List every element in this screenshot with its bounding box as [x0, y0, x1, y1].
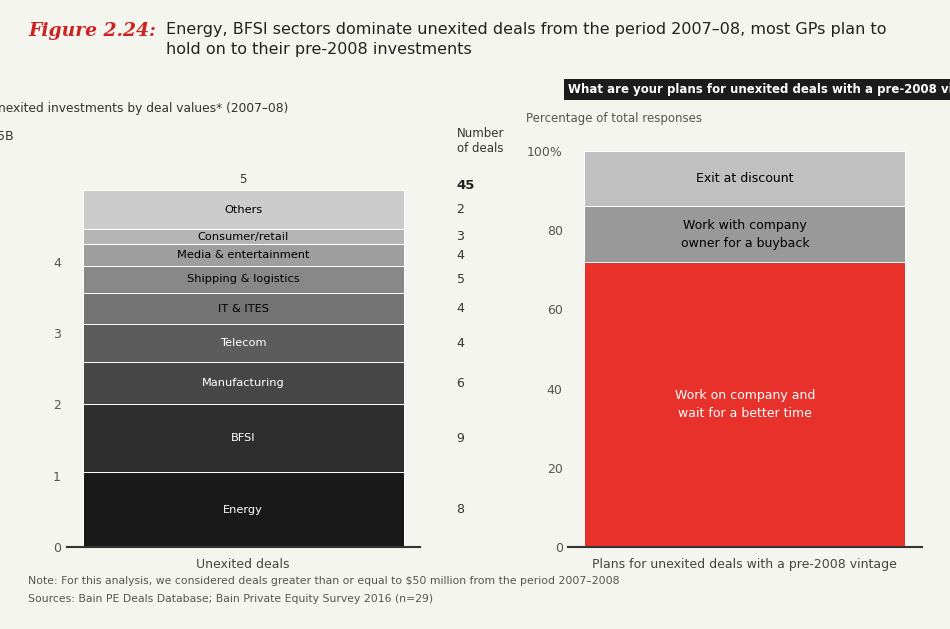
- Bar: [83, 293, 404, 325]
- Text: Shipping & logistics: Shipping & logistics: [187, 274, 299, 284]
- Text: Note: For this analysis, we considered deals greater than or equal to $50 millio: Note: For this analysis, we considered d…: [28, 576, 620, 586]
- Text: 2: 2: [457, 203, 465, 216]
- Text: What are your plans for unexited deals with a pre-2008 vintage?: What are your plans for unexited deals w…: [568, 83, 950, 96]
- Text: $5B: $5B: [0, 130, 13, 143]
- Text: 4: 4: [457, 303, 465, 315]
- Text: Percentage of total responses: Percentage of total responses: [525, 112, 702, 125]
- Text: 8: 8: [457, 503, 465, 516]
- Bar: [83, 362, 404, 404]
- Text: Unexited investments by deal values* (2007–08): Unexited investments by deal values* (20…: [0, 103, 288, 115]
- Text: Manufacturing: Manufacturing: [201, 378, 285, 388]
- Text: Telecom: Telecom: [219, 338, 266, 348]
- Bar: [584, 262, 905, 547]
- Bar: [83, 325, 404, 362]
- Text: Media & entertainment: Media & entertainment: [177, 250, 310, 260]
- Text: Number
of deals: Number of deals: [457, 128, 504, 155]
- Bar: [584, 151, 905, 206]
- X-axis label: Unexited deals: Unexited deals: [197, 559, 290, 571]
- Bar: [83, 266, 404, 293]
- Text: 9: 9: [457, 432, 465, 445]
- Bar: [584, 206, 905, 262]
- Bar: [83, 190, 404, 229]
- Text: Figure 2.24:: Figure 2.24:: [28, 22, 157, 40]
- Text: BFSI: BFSI: [231, 433, 256, 443]
- Text: Energy, BFSI sectors dominate unexited deals from the period 2007–08, most GPs p: Energy, BFSI sectors dominate unexited d…: [166, 22, 886, 57]
- Text: 6: 6: [457, 377, 465, 389]
- Bar: [83, 229, 404, 245]
- Text: 5: 5: [239, 173, 247, 186]
- Text: 45: 45: [457, 179, 475, 192]
- Text: Work on company and
wait for a better time: Work on company and wait for a better ti…: [674, 389, 815, 420]
- Text: Work with company
owner for a buyback: Work with company owner for a buyback: [680, 219, 809, 250]
- Text: Sources: Bain PE Deals Database; Bain Private Equity Survey 2016 (n=29): Sources: Bain PE Deals Database; Bain Pr…: [28, 594, 433, 604]
- Text: Consumer/retail: Consumer/retail: [198, 231, 289, 242]
- Text: 4: 4: [457, 248, 465, 262]
- Text: 5: 5: [457, 273, 465, 286]
- Bar: [83, 404, 404, 472]
- Text: Exit at discount: Exit at discount: [696, 172, 793, 185]
- Text: Energy: Energy: [223, 504, 263, 515]
- Bar: [83, 472, 404, 547]
- Text: IT & ITES: IT & ITES: [218, 304, 269, 314]
- X-axis label: Plans for unexited deals with a pre-2008 vintage: Plans for unexited deals with a pre-2008…: [593, 559, 898, 571]
- Text: 3: 3: [457, 230, 465, 243]
- Text: 4: 4: [457, 337, 465, 350]
- Bar: [83, 245, 404, 266]
- Text: Others: Others: [224, 204, 262, 214]
